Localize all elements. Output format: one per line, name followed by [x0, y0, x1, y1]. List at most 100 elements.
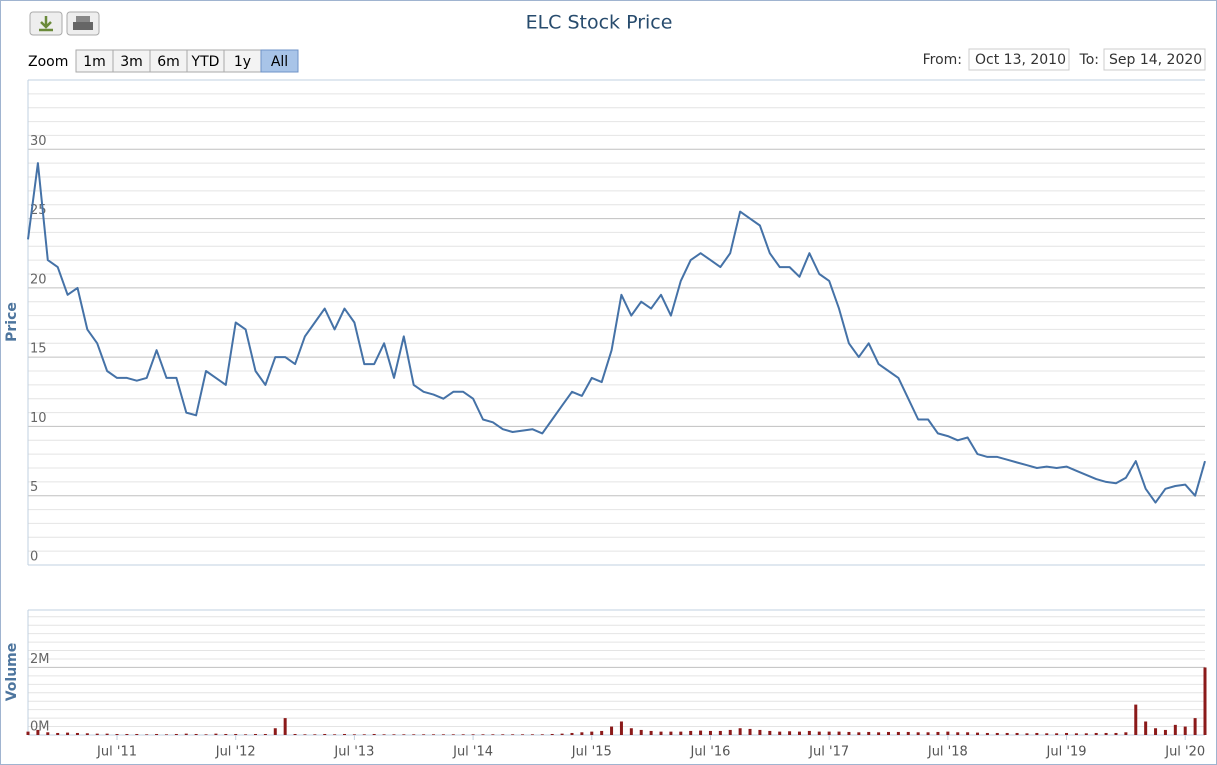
volume-bar: [946, 731, 950, 735]
volume-bar: [728, 729, 732, 735]
from-value[interactable]: Oct 13, 2010: [975, 52, 1066, 68]
volume-bar: [530, 734, 534, 735]
volume-bar: [293, 733, 297, 735]
volume-bar: [797, 731, 801, 735]
y-tick-label: 0M: [30, 720, 50, 735]
volume-bar: [441, 734, 445, 735]
volume-bar: [600, 730, 604, 735]
volume-bar: [451, 734, 455, 735]
zoom-label: Zoom: [28, 54, 68, 70]
volume-bar: [916, 732, 920, 735]
volume-bar: [976, 732, 980, 735]
volume-bar: [283, 718, 287, 735]
volume-bar: [778, 731, 782, 735]
to-input[interactable]: [1103, 48, 1206, 71]
range-button-label[interactable]: 1y: [234, 54, 251, 70]
range-button-label[interactable]: All: [271, 54, 288, 70]
x-tick-label: Jul '11: [96, 745, 137, 760]
volume-bar: [896, 731, 900, 735]
volume-bar: [174, 733, 178, 735]
volume-bar: [46, 732, 50, 735]
volume-bar: [877, 732, 881, 735]
y-tick-label: 15: [30, 342, 47, 357]
volume-bar: [1104, 732, 1108, 735]
volume-bar: [155, 733, 159, 735]
volume-bar: [550, 733, 554, 735]
volume-bar: [253, 733, 257, 735]
volume-bar: [738, 728, 742, 735]
y-tick-label: 20: [30, 272, 47, 287]
y-tick-label: 0: [30, 550, 38, 565]
volume-bar: [1154, 728, 1158, 735]
volume-bar: [847, 731, 851, 735]
volume-bar: [570, 732, 574, 735]
print-button[interactable]: [66, 11, 100, 36]
volume-bar: [1035, 732, 1039, 735]
volume-bar: [1173, 724, 1177, 735]
volume-bar: [412, 734, 416, 735]
volume-bar: [352, 734, 356, 735]
volume-bar: [985, 732, 989, 735]
volume-bar: [1124, 732, 1128, 735]
range-button-label[interactable]: 1m: [83, 54, 106, 70]
x-tick-label: Jul '20: [1164, 745, 1205, 760]
volume-bar: [204, 734, 208, 735]
volume-bar: [422, 734, 426, 735]
volume-bar: [1134, 704, 1138, 735]
volume-bar: [995, 732, 999, 735]
x-tick-label: Jul '13: [333, 745, 374, 760]
y-axis-title: Volume: [4, 643, 20, 702]
volume-bar: [1163, 729, 1167, 735]
from-input[interactable]: [968, 48, 1070, 71]
volume-bar: [966, 732, 970, 735]
volume-bar: [1183, 726, 1187, 735]
volume-bar: [590, 731, 594, 735]
volume-bar: [1055, 733, 1059, 735]
range-button-label[interactable]: 3m: [120, 54, 143, 70]
volume-bar: [95, 733, 99, 735]
range-button-label[interactable]: 6m: [157, 54, 180, 70]
volume-bar: [75, 732, 79, 735]
volume-bar: [461, 734, 465, 735]
volume-bar: [491, 734, 495, 735]
volume-bar: [343, 733, 347, 735]
volume-bar: [659, 731, 663, 735]
volume-bar: [263, 733, 267, 735]
volume-bar: [926, 732, 930, 735]
volume-bar: [956, 732, 960, 735]
volume-bar: [184, 733, 188, 735]
x-tick-label: Jul '12: [215, 745, 256, 760]
volume-bar: [619, 721, 623, 735]
volume-bar: [1193, 718, 1197, 735]
volume-bar: [1094, 732, 1098, 735]
volume-bar: [827, 731, 831, 735]
volume-bar: [36, 729, 40, 735]
export-button[interactable]: [29, 11, 63, 36]
volume-bar: [540, 734, 544, 735]
volume-bar: [362, 734, 366, 735]
volume-bar: [273, 728, 277, 735]
to-value[interactable]: Sep 14, 2020: [1109, 52, 1202, 68]
range-button-label[interactable]: YTD: [191, 54, 220, 70]
volume-bar: [85, 733, 89, 735]
volume-bar: [1045, 733, 1049, 735]
volume-bar: [857, 732, 861, 735]
volume-bar: [560, 733, 564, 735]
y-tick-label: 2M: [30, 652, 50, 667]
y-tick-label: 5: [30, 480, 38, 495]
volume-bar: [224, 733, 228, 735]
volume-bar: [936, 731, 940, 735]
volume-bar: [1144, 721, 1148, 735]
volume-bar: [481, 734, 485, 735]
volume-bar: [164, 734, 168, 735]
volume-bar: [1065, 732, 1069, 735]
range-button[interactable]: [260, 49, 299, 73]
y-axis-title: Price: [4, 302, 20, 342]
chart-title: ELC Stock Price: [526, 12, 673, 34]
volume-bar: [521, 734, 525, 735]
volume-bar: [639, 729, 643, 735]
volume-bar: [392, 734, 396, 735]
volume-bar: [649, 730, 653, 735]
volume-bar: [145, 734, 149, 735]
